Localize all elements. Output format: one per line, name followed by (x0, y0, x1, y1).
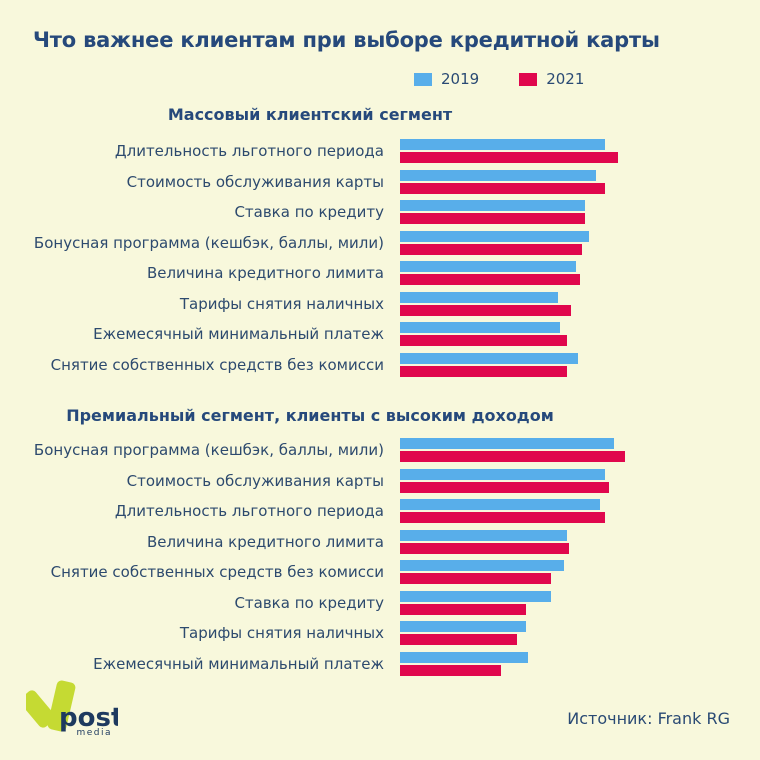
category-label: Ставка по кредиту (234, 203, 384, 221)
bar-pair (400, 322, 567, 346)
bar-row: Длительность льготного периода (0, 139, 760, 163)
bar-pair (400, 261, 580, 285)
bar-row: Бонусная программа (кешбэк, баллы, мили) (0, 230, 760, 255)
category-label: Длительность льготного периода (114, 142, 384, 160)
section-title-mass: Массовый клиентский сегмент (167, 105, 453, 124)
bar-2021 (400, 213, 585, 224)
bar-row: Стоимость обслуживания карты (0, 169, 760, 194)
bar-row: Тарифы снятия наличных (0, 291, 760, 316)
bar-pair (400, 529, 569, 554)
bar-2021 (400, 603, 526, 615)
bar-2019 (400, 139, 605, 150)
category-label: Бонусная программа (кешбэк, баллы, мили) (33, 233, 384, 252)
bar-2019 (400, 200, 585, 211)
bar-pair (400, 499, 605, 523)
category-label: Тарифы снятия наличных (179, 624, 384, 642)
bar-pair (400, 438, 625, 462)
bar-2021 (400, 243, 583, 255)
bar-row: Бонусная программа (кешбэк, баллы, мили) (0, 438, 760, 462)
category-label: Ежемесячный минимальный платеж (93, 654, 384, 673)
bar-2021 (400, 573, 551, 584)
bar-group-mass: Длительность льготного периода Стоимость … (0, 139, 760, 377)
legend-label: 2021 (546, 70, 585, 88)
bar-pair (400, 139, 619, 163)
bar-2021 (400, 365, 567, 377)
category-label: Величина кредитного лимита (146, 532, 384, 551)
bar-2019 (400, 499, 601, 510)
bar-2019 (400, 230, 589, 242)
bar-pair (400, 560, 565, 584)
bar-row: Снятие собственных средств без комисси (0, 352, 760, 377)
bar-2021 (400, 274, 580, 285)
bar-row: Ставка по кредиту (0, 590, 760, 615)
category-label: Снятие собственных средств без комисси (50, 355, 384, 374)
bar-pair (400, 352, 578, 377)
legend-swatch-2019 (414, 72, 432, 86)
category-label: Снятие собственных средств без комисси (50, 563, 384, 581)
category-label: Ежемесячный минимальный платеж (93, 325, 384, 343)
bar-2021 (400, 335, 567, 346)
bar-group-premium: Бонусная программа (кешбэк, баллы, мили)… (0, 438, 760, 676)
bar-pair (400, 291, 571, 316)
legend-swatch-2021 (519, 72, 538, 86)
bar-2021 (400, 542, 569, 554)
legend-label: 2019 (441, 70, 480, 88)
bar-pair (400, 230, 589, 255)
bar-row: Длительность льготного периода (0, 499, 760, 523)
category-label: Стоимость обслуживания карты (126, 172, 384, 191)
bar-row: Стоимость обслуживания карты (0, 468, 760, 493)
bar-2019 (400, 468, 605, 480)
bar-row: Ставка по кредиту (0, 200, 760, 224)
bar-row: Ежемесячный минимальный платеж (0, 322, 760, 346)
bar-row: Ежемесячный минимальный платеж (0, 651, 760, 676)
bar-2019 (400, 651, 529, 663)
bar-2019 (400, 529, 567, 541)
bar-2021 (400, 512, 605, 523)
legend-item-2019: 2019 (414, 70, 479, 88)
bar-2019 (400, 438, 614, 449)
category-label: Величина кредитного лимита (146, 264, 384, 282)
category-label: Ставка по кредиту (234, 593, 384, 612)
vpost-logo-graphic: post media (20, 680, 123, 738)
bar-row: Тарифы снятия наличных (0, 621, 760, 645)
bar-2021 (400, 634, 517, 645)
page-title: Что важнее клиентам при выборе кредитной… (33, 28, 660, 52)
bar-2019 (400, 621, 526, 632)
category-label: Тарифы снятия наличных (179, 294, 384, 313)
bar-pair (400, 200, 585, 224)
bar-2019 (400, 352, 578, 364)
bar-pair (400, 651, 529, 676)
category-label: Бонусная программа (кешбэк, баллы, мили) (33, 441, 384, 459)
logo-brand-text: post (59, 703, 118, 733)
category-label: Стоимость обслуживания карты (126, 471, 384, 490)
bar-2019 (400, 291, 558, 303)
bar-pair (400, 590, 551, 615)
bar-row: Величина кредитного лимита (0, 529, 760, 554)
bar-pair (400, 621, 526, 645)
v-mark-icon (20, 680, 76, 732)
category-label: Длительность льготного периода (114, 502, 384, 520)
bar-2021 (400, 664, 502, 676)
bar-pair (400, 468, 610, 493)
bar-2019 (400, 560, 565, 571)
vpost-logo: post media (20, 680, 123, 742)
legend-item-2021: 2021 (519, 70, 584, 88)
chart-legend: 2019 2021 (414, 70, 584, 88)
logo-sub-text: media (76, 728, 112, 738)
bar-2021 (400, 182, 605, 194)
bar-pair (400, 169, 605, 194)
bar-row: Величина кредитного лимита (0, 261, 760, 285)
bar-2019 (400, 322, 560, 333)
bar-2021 (400, 152, 619, 163)
bar-2019 (400, 169, 596, 181)
bar-row: Снятие собственных средств без комисси (0, 560, 760, 584)
bar-2021 (400, 304, 571, 316)
bar-2019 (400, 590, 551, 602)
bar-2021 (400, 451, 625, 462)
bar-2021 (400, 481, 610, 493)
section-title-premium: Премиальный сегмент, клиенты с высоким д… (66, 406, 554, 425)
bar-2019 (400, 261, 576, 272)
source-credit: Источник: Frank RG (567, 709, 730, 728)
